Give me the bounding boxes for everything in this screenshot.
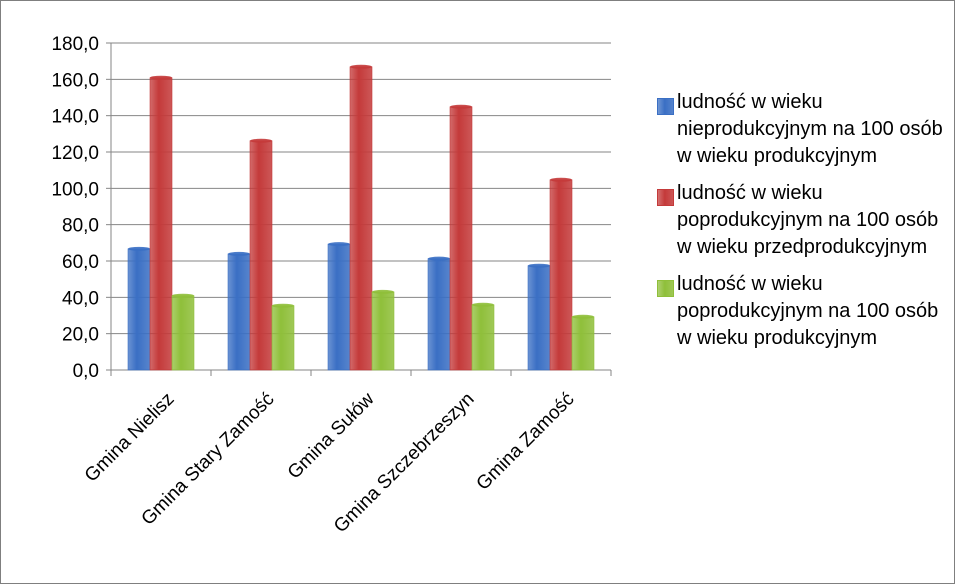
bar-series-1-5 xyxy=(528,266,550,370)
bars xyxy=(128,65,594,370)
y-tick-label: 140,0 xyxy=(51,107,99,128)
legend-swatch-series-1 xyxy=(657,98,674,115)
bar-series-2-5 xyxy=(550,180,572,370)
bar-series-3-2 xyxy=(272,306,294,370)
x-category-label: Gmina Nielisz xyxy=(81,389,179,487)
bar-top-series-1-5 xyxy=(528,264,550,268)
legend-item-series-2: ludność w wieku poprodukcyjnym na 100 os… xyxy=(653,180,953,261)
bar-series-1-2 xyxy=(228,254,250,370)
legend-label-series-1: ludność w wieku nieprodukcyjnym na 100 o… xyxy=(677,89,947,170)
bar-series-3-5 xyxy=(572,317,594,370)
bar-top-series-1-3 xyxy=(328,242,350,246)
bar-top-series-2-4 xyxy=(450,105,472,109)
y-tick-label: 60,0 xyxy=(62,252,99,273)
x-category-label: Gmina Sułów xyxy=(284,388,379,483)
bar-top-series-3-1 xyxy=(172,294,194,298)
bar-series-1-3 xyxy=(328,244,350,370)
y-axis-tick-labels: 0,0 20,0 40,0 60,0 80,0 100,0 120,0 140,0 160,0 1… xyxy=(51,34,99,382)
bar-top-series-2-3 xyxy=(350,65,372,69)
bar-series-2-3 xyxy=(350,67,372,370)
bar-top-series-3-4 xyxy=(472,303,494,307)
bar-top-series-2-2 xyxy=(250,139,272,143)
bar-series-2-1 xyxy=(150,78,172,370)
bar-series-1-4 xyxy=(428,259,450,370)
bar-series-2-4 xyxy=(450,107,472,370)
y-tick-label: 40,0 xyxy=(62,288,99,309)
bar-series-2-2 xyxy=(250,141,272,370)
bar-top-series-1-4 xyxy=(428,257,450,261)
bar-top-series-2-5 xyxy=(550,178,572,182)
bar-top-series-3-5 xyxy=(572,315,594,319)
x-category-label: Gmina Zamość xyxy=(473,389,579,495)
legend: ludność w wieku nieprodukcyjnym na 100 o… xyxy=(653,89,953,362)
bar-top-series-1-2 xyxy=(228,252,250,256)
bar-series-3-4 xyxy=(472,305,494,370)
legend-item-series-3: ludność w wieku poprodukcyjnym na 100 os… xyxy=(653,271,953,352)
legend-swatch-series-2 xyxy=(657,189,674,206)
legend-label-series-3: ludność w wieku poprodukcyjnym na 100 os… xyxy=(677,271,947,352)
y-tick-label: 120,0 xyxy=(51,143,99,164)
y-tick-label: 0,0 xyxy=(73,361,99,382)
legend-label-series-2: ludność w wieku poprodukcyjnym na 100 os… xyxy=(677,180,947,261)
bar-series-1-1 xyxy=(128,249,150,370)
y-tick-label: 20,0 xyxy=(62,325,99,346)
bar-top-series-3-3 xyxy=(372,290,394,294)
y-tick-label: 80,0 xyxy=(62,216,99,237)
bar-top-series-2-1 xyxy=(150,76,172,80)
y-tick-label: 160,0 xyxy=(51,70,99,91)
y-tick-label: 180,0 xyxy=(51,34,99,55)
legend-swatch-series-3 xyxy=(657,280,674,297)
bar-series-3-3 xyxy=(372,292,394,370)
bar-top-series-3-2 xyxy=(272,304,294,308)
legend-item-series-1: ludność w wieku nieprodukcyjnym na 100 o… xyxy=(653,89,953,170)
bar-top-series-1-1 xyxy=(128,247,150,251)
bar-chart: 0,0 20,0 40,0 60,0 80,0 100,0 120,0 140,0 160,0 1… xyxy=(1,1,651,583)
y-tick-label: 100,0 xyxy=(51,179,99,200)
bar-series-3-1 xyxy=(172,296,194,370)
